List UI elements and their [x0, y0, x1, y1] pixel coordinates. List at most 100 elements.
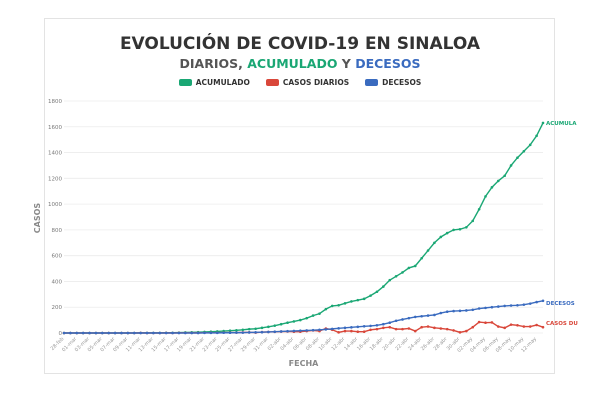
series-line-casos-diarios	[64, 321, 544, 334]
data-point	[541, 299, 545, 303]
data-point	[490, 305, 494, 309]
data-point	[350, 300, 353, 303]
data-point	[260, 326, 264, 330]
data-point	[522, 303, 526, 306]
data-point	[88, 331, 91, 335]
data-point	[375, 323, 379, 327]
data-point	[311, 314, 315, 317]
data-point	[452, 228, 455, 232]
subtitle-part: Y	[337, 56, 356, 71]
data-point	[324, 328, 328, 331]
y-tick-label: 1000	[48, 202, 62, 208]
data-point	[433, 313, 436, 317]
data-point	[337, 327, 340, 330]
subtitle-acumulado: ACUMULADO	[247, 56, 338, 71]
data-point	[209, 331, 213, 335]
y-tick-label: 600	[52, 254, 63, 260]
legend-label: ACUMULADO	[195, 78, 250, 87]
data-point	[305, 316, 308, 320]
data-point	[458, 309, 462, 313]
data-point	[388, 321, 392, 324]
data-point	[382, 322, 385, 326]
data-point	[101, 331, 104, 335]
data-point	[407, 266, 411, 270]
data-point	[388, 278, 392, 282]
data-point	[171, 331, 174, 335]
data-point	[375, 327, 379, 331]
data-point	[413, 264, 417, 268]
data-point	[503, 174, 506, 178]
data-point	[452, 309, 455, 313]
data-point	[471, 325, 475, 329]
data-point	[458, 331, 462, 334]
data-point	[413, 315, 417, 319]
data-point	[267, 325, 270, 329]
data-point	[388, 325, 392, 329]
data-point	[203, 331, 206, 335]
data-point	[247, 331, 251, 334]
data-point	[452, 329, 455, 332]
data-point	[496, 305, 500, 308]
chart-title: EVOLUCIÓN DE COVID-19 EN SINALOA	[119, 34, 481, 54]
legend-item-decesos[interactable]: DECESOS	[365, 78, 421, 87]
data-point	[62, 331, 66, 335]
data-point	[465, 309, 468, 312]
data-point	[120, 331, 123, 335]
chart-frame	[44, 18, 555, 374]
legend-swatch	[265, 79, 279, 86]
data-point	[299, 329, 302, 332]
data-point	[139, 331, 142, 335]
y-tick-label: 1600	[48, 125, 62, 131]
data-point	[496, 179, 500, 183]
data-point	[305, 329, 308, 332]
data-point	[458, 227, 462, 231]
chart-subtitle: DIARIOS, ACUMULADO Y DECESOS	[0, 56, 600, 71]
data-point	[535, 323, 538, 327]
data-point	[535, 300, 538, 304]
y-tick-label: 1400	[48, 151, 62, 157]
data-point	[465, 329, 468, 333]
data-point	[75, 331, 79, 335]
data-point	[324, 307, 328, 311]
data-point	[113, 331, 117, 335]
data-point	[484, 195, 487, 198]
data-point	[292, 320, 296, 323]
data-point	[228, 331, 232, 335]
data-point	[343, 326, 347, 330]
y-tick-label: 400	[52, 279, 63, 285]
legend-swatch	[178, 79, 192, 86]
data-point	[318, 328, 321, 332]
data-point	[158, 331, 162, 335]
data-point	[445, 310, 449, 314]
data-point	[292, 329, 296, 333]
data-point	[184, 331, 187, 335]
data-point	[330, 327, 334, 331]
data-point	[356, 298, 360, 302]
data-point	[528, 325, 532, 328]
data-point	[107, 331, 111, 335]
data-point	[439, 311, 443, 315]
data-point	[196, 331, 200, 335]
data-point	[145, 331, 149, 335]
data-point	[318, 312, 321, 315]
data-point	[420, 325, 423, 329]
data-point	[471, 308, 475, 312]
data-point	[215, 331, 219, 335]
data-point	[509, 164, 513, 167]
data-point	[522, 325, 526, 328]
data-point	[465, 226, 468, 229]
data-point	[273, 330, 277, 334]
data-point	[426, 314, 430, 317]
series-end-label: ACUMULA	[546, 121, 577, 127]
legend-item-acumulado[interactable]: ACUMULADO	[178, 78, 250, 87]
data-point	[362, 297, 366, 301]
data-point	[177, 331, 181, 335]
data-point	[407, 327, 411, 330]
series-end-label: CASOS DU	[546, 321, 578, 327]
legend-item-casos-diarios[interactable]: CASOS DIARIOS	[265, 78, 349, 87]
data-point	[528, 302, 532, 305]
data-point	[420, 314, 423, 318]
data-point	[433, 326, 436, 330]
data-point	[279, 330, 283, 333]
data-point	[503, 304, 506, 308]
